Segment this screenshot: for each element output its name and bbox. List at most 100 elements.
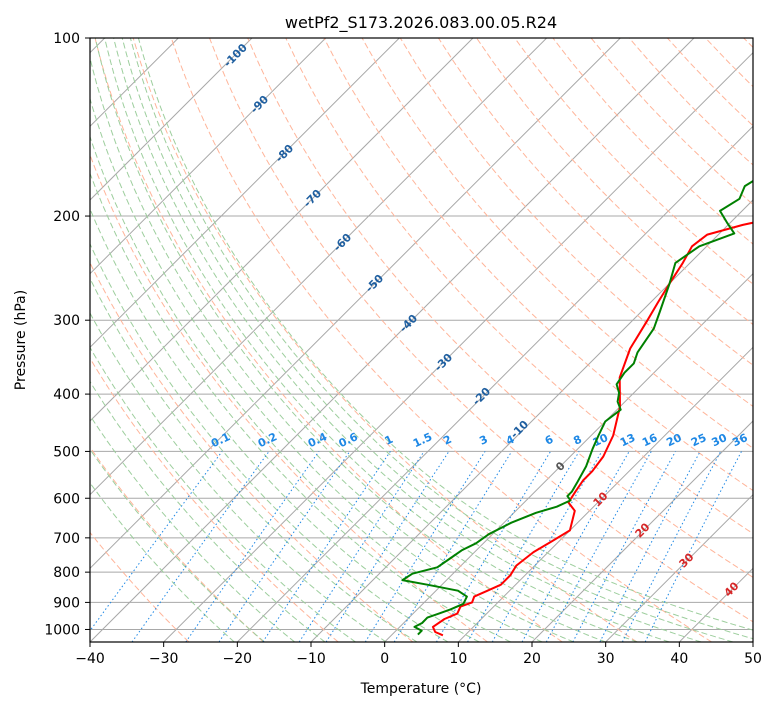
moist-adiabat bbox=[104, 38, 670, 642]
x-tick-label: 40 bbox=[670, 651, 688, 667]
dry-adiabat bbox=[90, 357, 339, 642]
moist-adiabat bbox=[90, 414, 296, 642]
mixing-ratio-label: 10 bbox=[591, 431, 611, 449]
mixing-ratio-lines bbox=[90, 451, 742, 642]
x-tick-label: −30 bbox=[149, 651, 179, 667]
isotherm bbox=[90, 38, 400, 349]
mixing-ratio-line bbox=[644, 451, 742, 642]
dry-adiabat bbox=[590, 38, 753, 206]
mixing-ratio-label: 0.2 bbox=[256, 430, 279, 450]
x-tick-label: 30 bbox=[597, 651, 615, 667]
dry-adiabat bbox=[552, 38, 753, 245]
moist-adiabat bbox=[90, 380, 326, 642]
dry-adiabat bbox=[705, 38, 753, 88]
dry-adiabat bbox=[90, 153, 488, 642]
moist-adiabat bbox=[90, 346, 356, 642]
dry-adiabat bbox=[90, 531, 190, 642]
mixing-ratio-label: 8 bbox=[571, 433, 583, 448]
moist-adiabat bbox=[90, 96, 575, 642]
isotherm bbox=[531, 420, 753, 642]
y-tick-label: 800 bbox=[53, 565, 80, 581]
mixing-ratio-label: 3 bbox=[477, 433, 489, 448]
mixing-ratio-line bbox=[325, 451, 450, 642]
moist-adiabat bbox=[90, 482, 235, 642]
dry-adiabat bbox=[476, 38, 753, 326]
y-tick-label: 300 bbox=[53, 313, 80, 329]
dry-adiabat bbox=[170, 38, 712, 642]
moist-adiabat bbox=[90, 135, 543, 642]
mixing-ratio-line bbox=[131, 451, 270, 642]
isotherm bbox=[384, 272, 753, 642]
x-axis-label: Temperature (°C) bbox=[360, 681, 482, 697]
chart-title: wetPf2_S173.2026.083.00.05.R24 bbox=[285, 13, 557, 33]
moist-adiabat bbox=[121, 38, 734, 642]
isotherm bbox=[90, 38, 327, 275]
y-tick-label: 700 bbox=[53, 531, 80, 547]
x-tick-label: −20 bbox=[223, 651, 253, 667]
isotherm bbox=[310, 199, 753, 642]
isotherm bbox=[90, 38, 695, 642]
moist-adiabat bbox=[90, 207, 480, 642]
mixing-ratio-label: 20 bbox=[664, 431, 684, 449]
isotherm bbox=[752, 641, 753, 642]
mixing-ratio-line bbox=[90, 451, 223, 632]
x-tick-label: 20 bbox=[523, 651, 541, 667]
isotherm bbox=[678, 567, 753, 642]
dry-adiabat bbox=[743, 38, 753, 49]
isotherm bbox=[605, 493, 753, 642]
moist-adiabat bbox=[90, 277, 418, 642]
mixing-ratio-line bbox=[262, 451, 391, 642]
dry-adiabat bbox=[399, 38, 753, 408]
moist-adiabat bbox=[90, 55, 606, 642]
mixing-ratio-label: 25 bbox=[689, 431, 708, 449]
y-tick-label: 900 bbox=[53, 595, 80, 611]
y-tick-label: 1000 bbox=[44, 622, 80, 638]
moist-adiabat bbox=[129, 38, 753, 640]
x-tick-label: −10 bbox=[296, 651, 326, 667]
temperature-line bbox=[431, 221, 753, 637]
isotherms bbox=[90, 38, 753, 642]
mixing-ratio-line bbox=[572, 451, 676, 642]
x-tick-label: 50 bbox=[744, 651, 762, 667]
moist-adiabat bbox=[113, 38, 702, 642]
moist-adiabat bbox=[90, 172, 511, 642]
isotherm bbox=[90, 38, 621, 570]
mixing-ratio-line bbox=[298, 451, 425, 642]
y-tick-label: 500 bbox=[53, 444, 80, 460]
mixing-ratio-label: 0.6 bbox=[337, 430, 360, 450]
isotherm bbox=[90, 38, 548, 496]
mixing-ratio-label: 16 bbox=[640, 431, 660, 449]
dry-adiabat bbox=[667, 38, 753, 127]
x-tick-label: 0 bbox=[380, 651, 389, 667]
moist-adiabat bbox=[90, 312, 387, 642]
mixing-ratio-line bbox=[435, 451, 552, 642]
mixing-ratio-label: 13 bbox=[618, 431, 637, 449]
mixing-ratio-line bbox=[185, 451, 320, 642]
moist-adiabats bbox=[90, 38, 753, 642]
pressure-gridlines bbox=[90, 38, 753, 630]
dry-adiabat bbox=[247, 38, 753, 578]
mixing-ratio-line bbox=[218, 451, 351, 642]
mixing-ratio-label: 6 bbox=[543, 433, 556, 448]
y-axis-label: Pressure (hPa) bbox=[13, 290, 29, 390]
dry-adiabat bbox=[209, 38, 753, 623]
isotherm-label: -80 bbox=[273, 142, 296, 165]
dry-adiabat bbox=[132, 38, 638, 642]
x-tick-label: 10 bbox=[449, 651, 467, 667]
dry-adiabat bbox=[514, 38, 753, 285]
moist-adiabat bbox=[137, 38, 753, 631]
dry-adiabat bbox=[94, 38, 563, 642]
plot-frame bbox=[89, 37, 754, 643]
mixing-ratio-line bbox=[599, 451, 701, 642]
y-tick-label: 600 bbox=[53, 491, 80, 507]
y-tick-label: 200 bbox=[53, 209, 80, 225]
mixing-ratio-line bbox=[521, 451, 630, 642]
moist-adiabat bbox=[90, 242, 449, 642]
mixing-ratio-line bbox=[467, 451, 580, 642]
moist-adiabat bbox=[94, 38, 638, 642]
isotherm bbox=[457, 346, 753, 642]
mixing-ratio-line bbox=[545, 451, 652, 642]
isotherm-label: -20 bbox=[470, 385, 493, 408]
